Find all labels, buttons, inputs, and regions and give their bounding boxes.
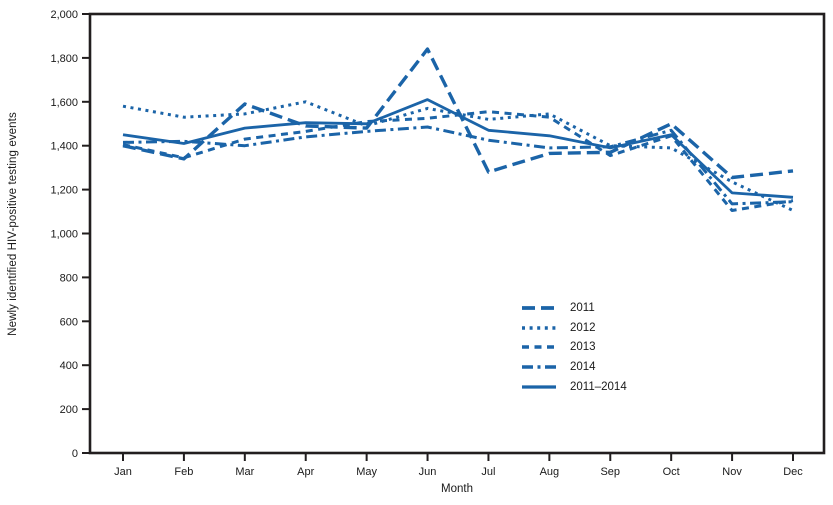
y-tick-label: 800 [60,272,78,284]
legend-swatch-2011-2014 [522,384,556,389]
legend-swatch-2012 [522,325,556,330]
x-tick-label: Jan [114,466,132,478]
legend-label-2013: 2013 [570,341,596,354]
x-tick-label: Apr [297,466,314,478]
legend-item-2011: 2011 [522,298,627,318]
x-tick-label: Mar [235,466,254,478]
y-tick-label: 2,000 [50,9,78,21]
x-tick-label: Sep [600,466,620,478]
y-tick-label: 1,000 [50,229,78,241]
x-tick-label: Nov [722,466,742,478]
x-axis-title: Month [441,483,473,495]
x-tick-label: May [356,466,377,478]
y-tick-label: 200 [60,404,78,416]
x-tick-label: Jun [419,466,437,478]
legend-swatch-2013 [522,345,556,349]
series-line-2011-2014 [122,98,794,199]
legend-label-2011: 2011 [570,301,595,314]
legend-item-2014: 2014 [522,357,627,377]
legend-label-2011-2014: 2011–2014 [570,380,627,393]
y-tick-label: 1,200 [50,185,78,197]
legend-item-2012: 2012 [522,318,627,338]
series-line-2013 [122,110,794,212]
series-line-2014 [122,125,794,206]
y-tick-label: 600 [60,316,78,328]
chart-legend: 2011 2012 2013 2014 2011–2014 [522,298,627,396]
x-tick-label: Feb [174,466,193,478]
legend-label-2012: 2012 [570,321,596,334]
y-tick-label: 1,800 [50,53,78,65]
x-tick-label: Dec [783,466,803,478]
legend-swatch-2014 [522,365,556,369]
plot-border [88,12,826,455]
legend-item-2011-2014: 2011–2014 [522,377,627,397]
series-line-2011 [122,47,794,180]
x-tick-label: Oct [663,466,680,478]
y-tick-label: 1,400 [50,141,78,153]
legend-swatch-2011 [522,305,556,310]
legend-label-2014: 2014 [570,360,596,373]
legend-item-2013: 2013 [522,337,627,357]
x-tick-label: Aug [540,466,560,478]
y-tick-label: 1,600 [50,97,78,109]
y-tick-label: 0 [72,448,78,460]
x-tick-label: Jul [481,466,495,478]
y-tick-label: 400 [60,360,78,372]
